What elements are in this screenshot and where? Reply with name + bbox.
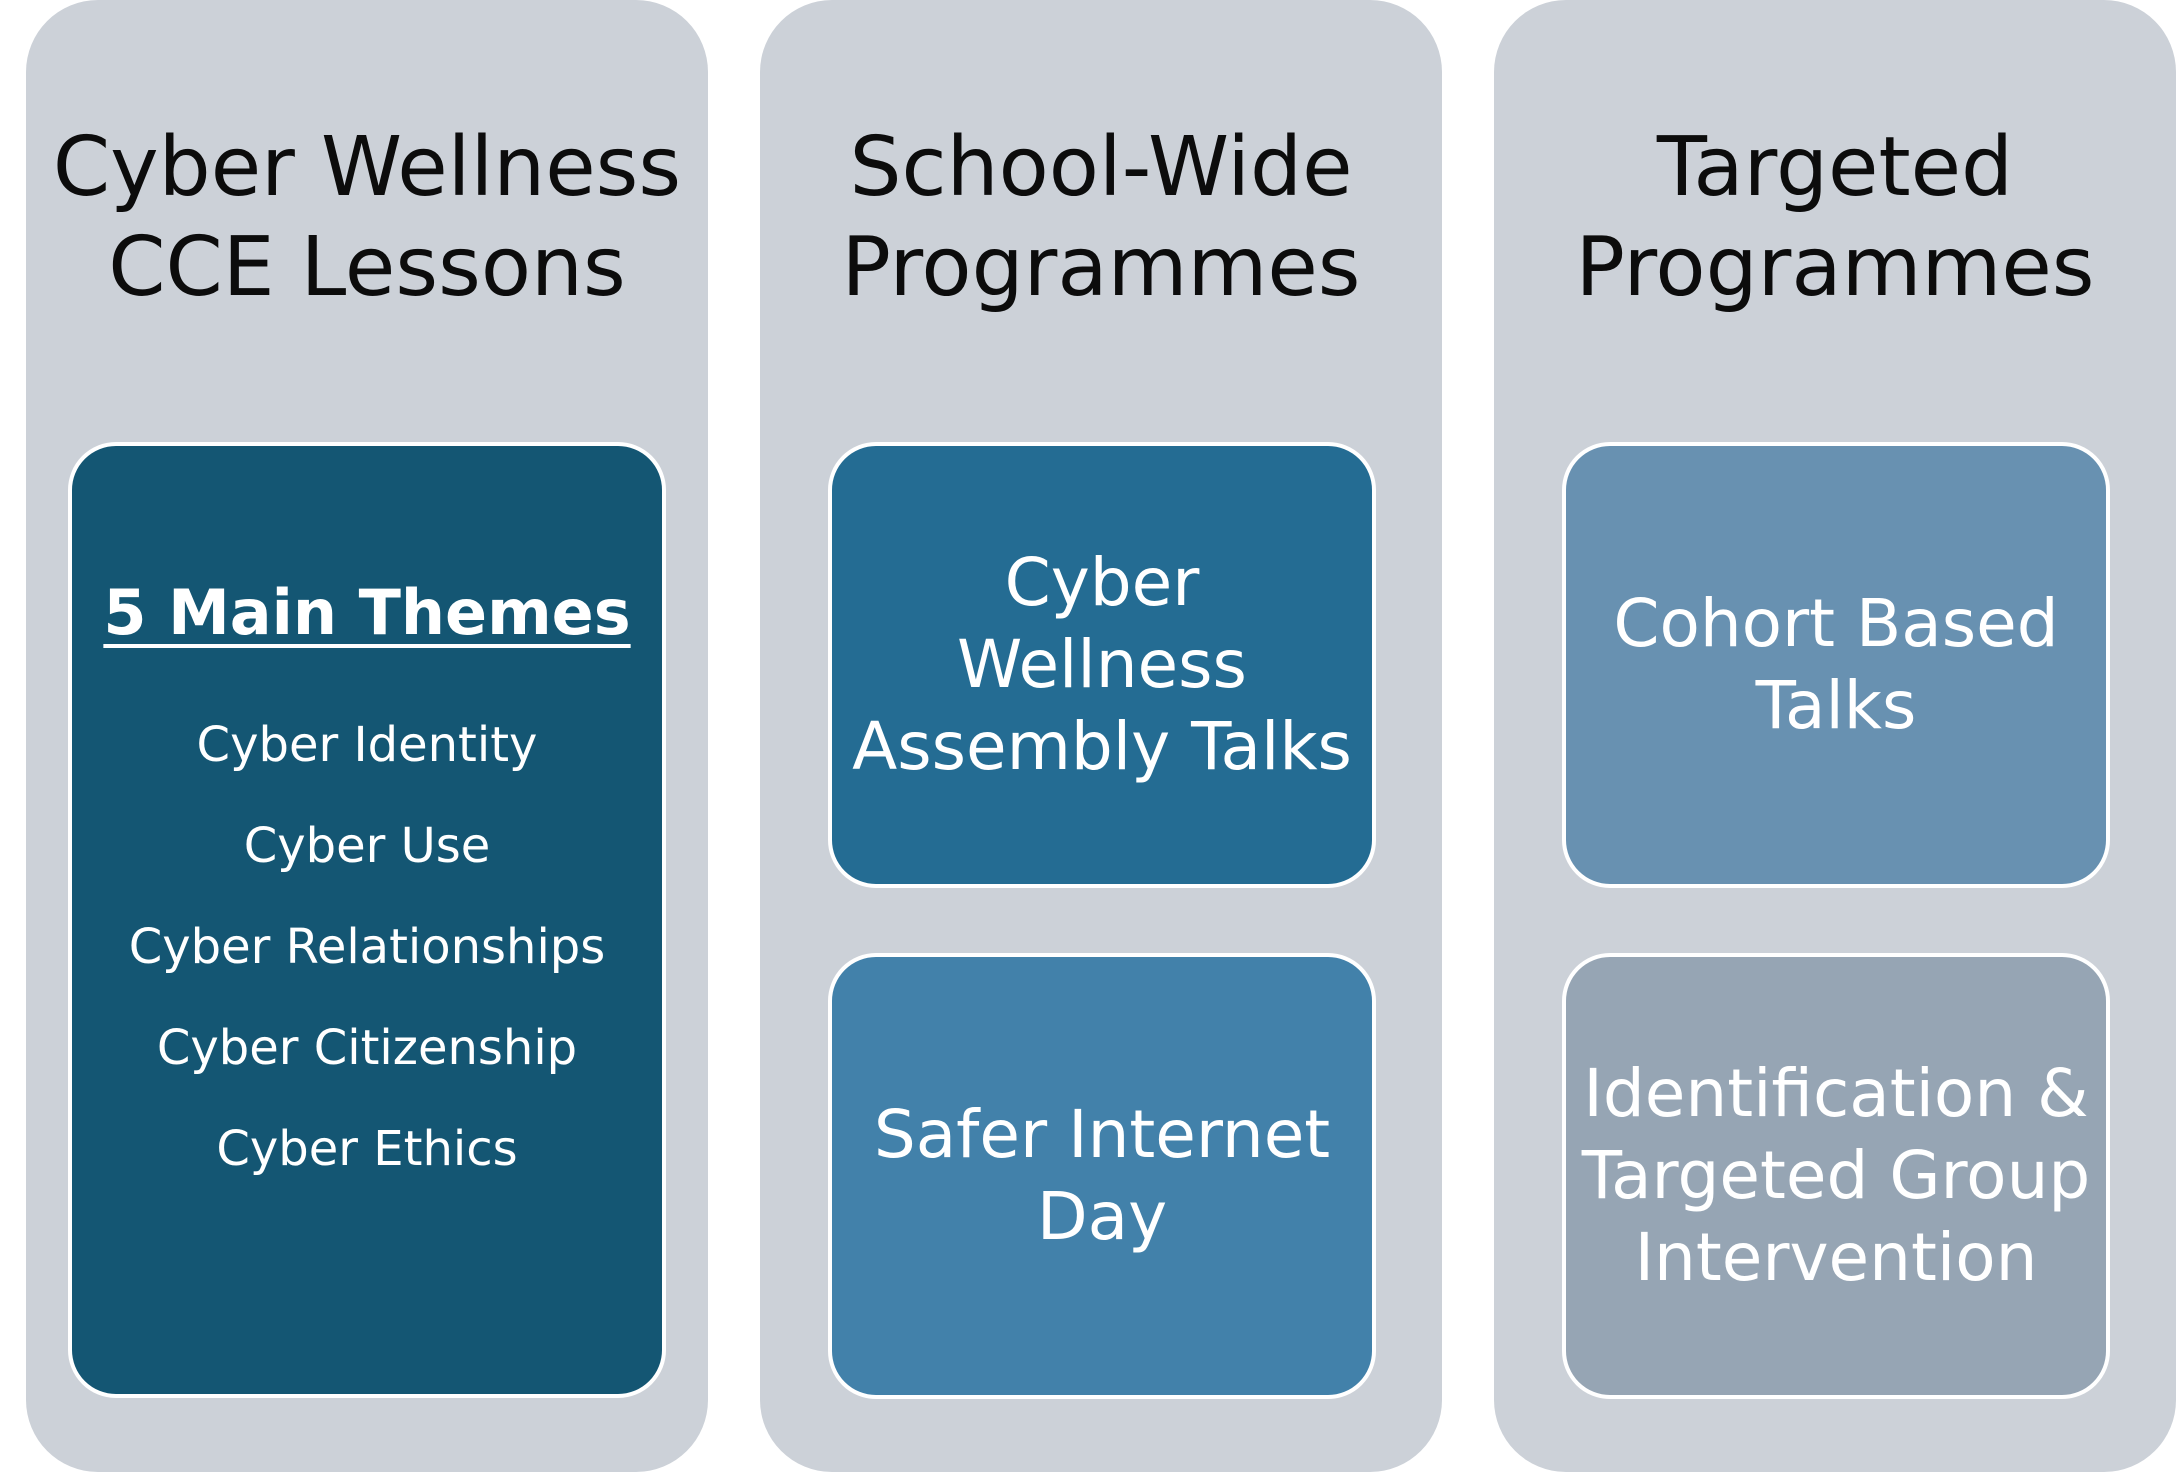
card-text-line: Targeted Group (1581, 1137, 2091, 1214)
column-title-line: Targeted (1656, 120, 2014, 215)
card-text-line: Wellness (957, 626, 1247, 703)
column-cce-lessons: Cyber Wellness CCE Lessons 5 Main Themes… (26, 0, 708, 1472)
column-title-line: Cyber Wellness (52, 120, 682, 215)
card-text-line: Assembly Talks (852, 708, 1352, 785)
cohort-talks-card: Cohort Based Talks (1562, 442, 2110, 888)
theme-list: Cyber Identity Cyber Use Cyber Relations… (129, 695, 606, 1200)
theme-item: Cyber Identity (196, 717, 538, 773)
theme-item: Cyber Ethics (216, 1121, 518, 1177)
theme-item: Cyber Citizenship (156, 1020, 578, 1076)
card-text-line: Cyber (1004, 544, 1200, 621)
column-title-line: Programmes (841, 220, 1361, 315)
assembly-talks-card: Cyber Wellness Assembly Talks (828, 442, 1376, 888)
theme-item: Cyber Relationships (128, 919, 606, 975)
column-title-line: School-Wide (849, 120, 1353, 215)
column-title: School-Wide Programmes (760, 118, 1442, 318)
card-text-line: Cohort Based (1613, 585, 2059, 662)
column-title-line: Programmes (1575, 220, 2095, 315)
themes-heading: 5 Main Themes (103, 576, 631, 649)
card-text-line: Safer Internet (873, 1096, 1331, 1173)
card-text-line: Identification & (1583, 1055, 2089, 1132)
card-text-line: Intervention (1634, 1219, 2038, 1296)
card-text-line: Talks (1755, 667, 1917, 744)
theme-item: Cyber Use (243, 818, 491, 874)
column-title: Targeted Programmes (1494, 118, 2176, 318)
targeted-intervention-card: Identification & Targeted Group Interven… (1562, 953, 2110, 1399)
column-targeted-programmes: Targeted Programmes Cohort Based Talks I… (1494, 0, 2176, 1472)
main-themes-card: 5 Main Themes Cyber Identity Cyber Use C… (68, 442, 666, 1398)
card-text-line: Day (1036, 1178, 1168, 1255)
column-school-wide-programmes: School-Wide Programmes Cyber Wellness As… (760, 0, 1442, 1472)
safer-internet-day-card: Safer Internet Day (828, 953, 1376, 1399)
column-title: Cyber Wellness CCE Lessons (26, 118, 708, 318)
column-title-line: CCE Lessons (108, 220, 626, 315)
